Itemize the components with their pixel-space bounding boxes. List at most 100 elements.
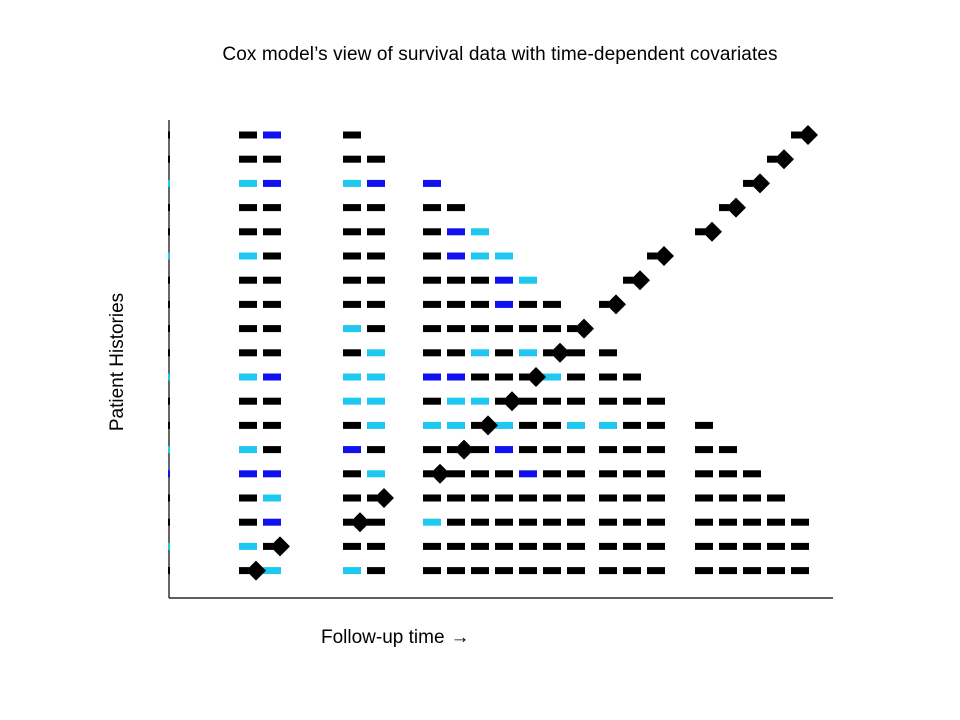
covariate-segment <box>423 373 441 381</box>
covariate-segment <box>719 518 737 526</box>
covariate-segment <box>495 300 513 308</box>
event-segment <box>367 494 377 502</box>
covariate-segment <box>423 276 441 284</box>
covariate-segment <box>719 470 737 478</box>
covariate-segment <box>447 542 465 550</box>
covariate-segment <box>423 518 441 526</box>
covariate-segment <box>423 204 441 212</box>
covariate-segment <box>367 567 385 575</box>
patient-marker <box>168 518 170 526</box>
covariate-segment <box>239 228 257 236</box>
event-diamond <box>246 560 266 581</box>
patient-marker <box>168 228 170 236</box>
covariate-segment <box>767 518 785 526</box>
covariate-segment <box>367 349 385 357</box>
covariate-segment <box>599 373 617 381</box>
covariate-segment <box>447 228 465 236</box>
covariate-segment <box>719 446 737 454</box>
covariate-segment <box>367 518 385 526</box>
covariate-segment <box>423 179 441 187</box>
covariate-segment <box>567 446 585 454</box>
covariate-segment <box>343 470 361 478</box>
covariate-segment <box>423 421 441 429</box>
patient-marker <box>168 349 170 357</box>
covariate-segment <box>695 446 713 454</box>
covariate-segment <box>447 204 465 212</box>
right-arrow-icon: → <box>450 627 470 648</box>
covariate-segment <box>791 542 809 550</box>
covariate-segment <box>367 252 385 260</box>
covariate-segment <box>447 325 465 333</box>
event-diamond <box>550 342 570 363</box>
covariate-segment <box>471 542 489 550</box>
covariate-segment <box>471 446 489 454</box>
covariate-segment <box>599 397 617 405</box>
covariate-segment <box>263 470 281 478</box>
covariate-segment <box>239 421 257 429</box>
patient-marker <box>168 470 170 478</box>
event-segment <box>567 325 577 333</box>
covariate-segment <box>543 494 561 502</box>
covariate-segment <box>495 421 513 429</box>
covariate-segment <box>495 542 513 550</box>
covariate-segment <box>263 276 281 284</box>
event-diamond <box>774 149 794 170</box>
covariate-segment <box>367 204 385 212</box>
covariate-segment <box>471 397 489 405</box>
covariate-segment <box>239 542 257 550</box>
covariate-segment <box>743 494 761 502</box>
covariate-segment <box>263 421 281 429</box>
covariate-segment <box>367 421 385 429</box>
covariate-segment <box>647 470 665 478</box>
covariate-segment <box>623 421 641 429</box>
event-segment <box>543 349 553 357</box>
covariate-segment <box>543 567 561 575</box>
covariate-segment <box>647 446 665 454</box>
covariate-segment <box>343 567 361 575</box>
covariate-segment <box>791 518 809 526</box>
covariate-segment <box>543 300 561 308</box>
covariate-segment <box>367 155 385 163</box>
covariate-segment <box>447 276 465 284</box>
patient-marker <box>168 179 170 187</box>
covariate-segment <box>519 494 537 502</box>
covariate-segment <box>567 494 585 502</box>
covariate-segment <box>519 542 537 550</box>
covariate-segment <box>567 542 585 550</box>
covariate-segment <box>343 542 361 550</box>
patient-marker <box>168 567 170 575</box>
event-diamond <box>350 512 370 533</box>
covariate-segment <box>695 494 713 502</box>
covariate-segment <box>343 228 361 236</box>
covariate-segment <box>791 567 809 575</box>
event-diamond <box>750 173 770 194</box>
covariate-segment <box>647 494 665 502</box>
covariate-segment <box>695 542 713 550</box>
covariate-segment <box>495 373 513 381</box>
patient-marker <box>168 397 170 405</box>
covariate-segment <box>599 349 617 357</box>
covariate-segment <box>495 276 513 284</box>
covariate-segment <box>647 397 665 405</box>
covariate-segment <box>343 252 361 260</box>
covariate-segment <box>623 397 641 405</box>
covariate-segment <box>519 276 537 284</box>
covariate-segment <box>519 470 537 478</box>
covariate-segment <box>367 446 385 454</box>
covariate-segment <box>471 518 489 526</box>
covariate-segment <box>647 518 665 526</box>
covariate-segment <box>695 421 713 429</box>
covariate-segment <box>263 494 281 502</box>
covariate-segment <box>599 518 617 526</box>
covariate-segment <box>263 252 281 260</box>
event-diamond <box>574 318 594 339</box>
covariate-segment <box>343 155 361 163</box>
event-segment <box>599 300 609 308</box>
covariate-segment <box>599 567 617 575</box>
event-segment <box>447 446 457 454</box>
covariate-segment <box>471 567 489 575</box>
covariate-segment <box>263 155 281 163</box>
event-diamond <box>606 294 626 315</box>
covariate-segment <box>471 470 489 478</box>
event-diamond <box>654 246 674 266</box>
